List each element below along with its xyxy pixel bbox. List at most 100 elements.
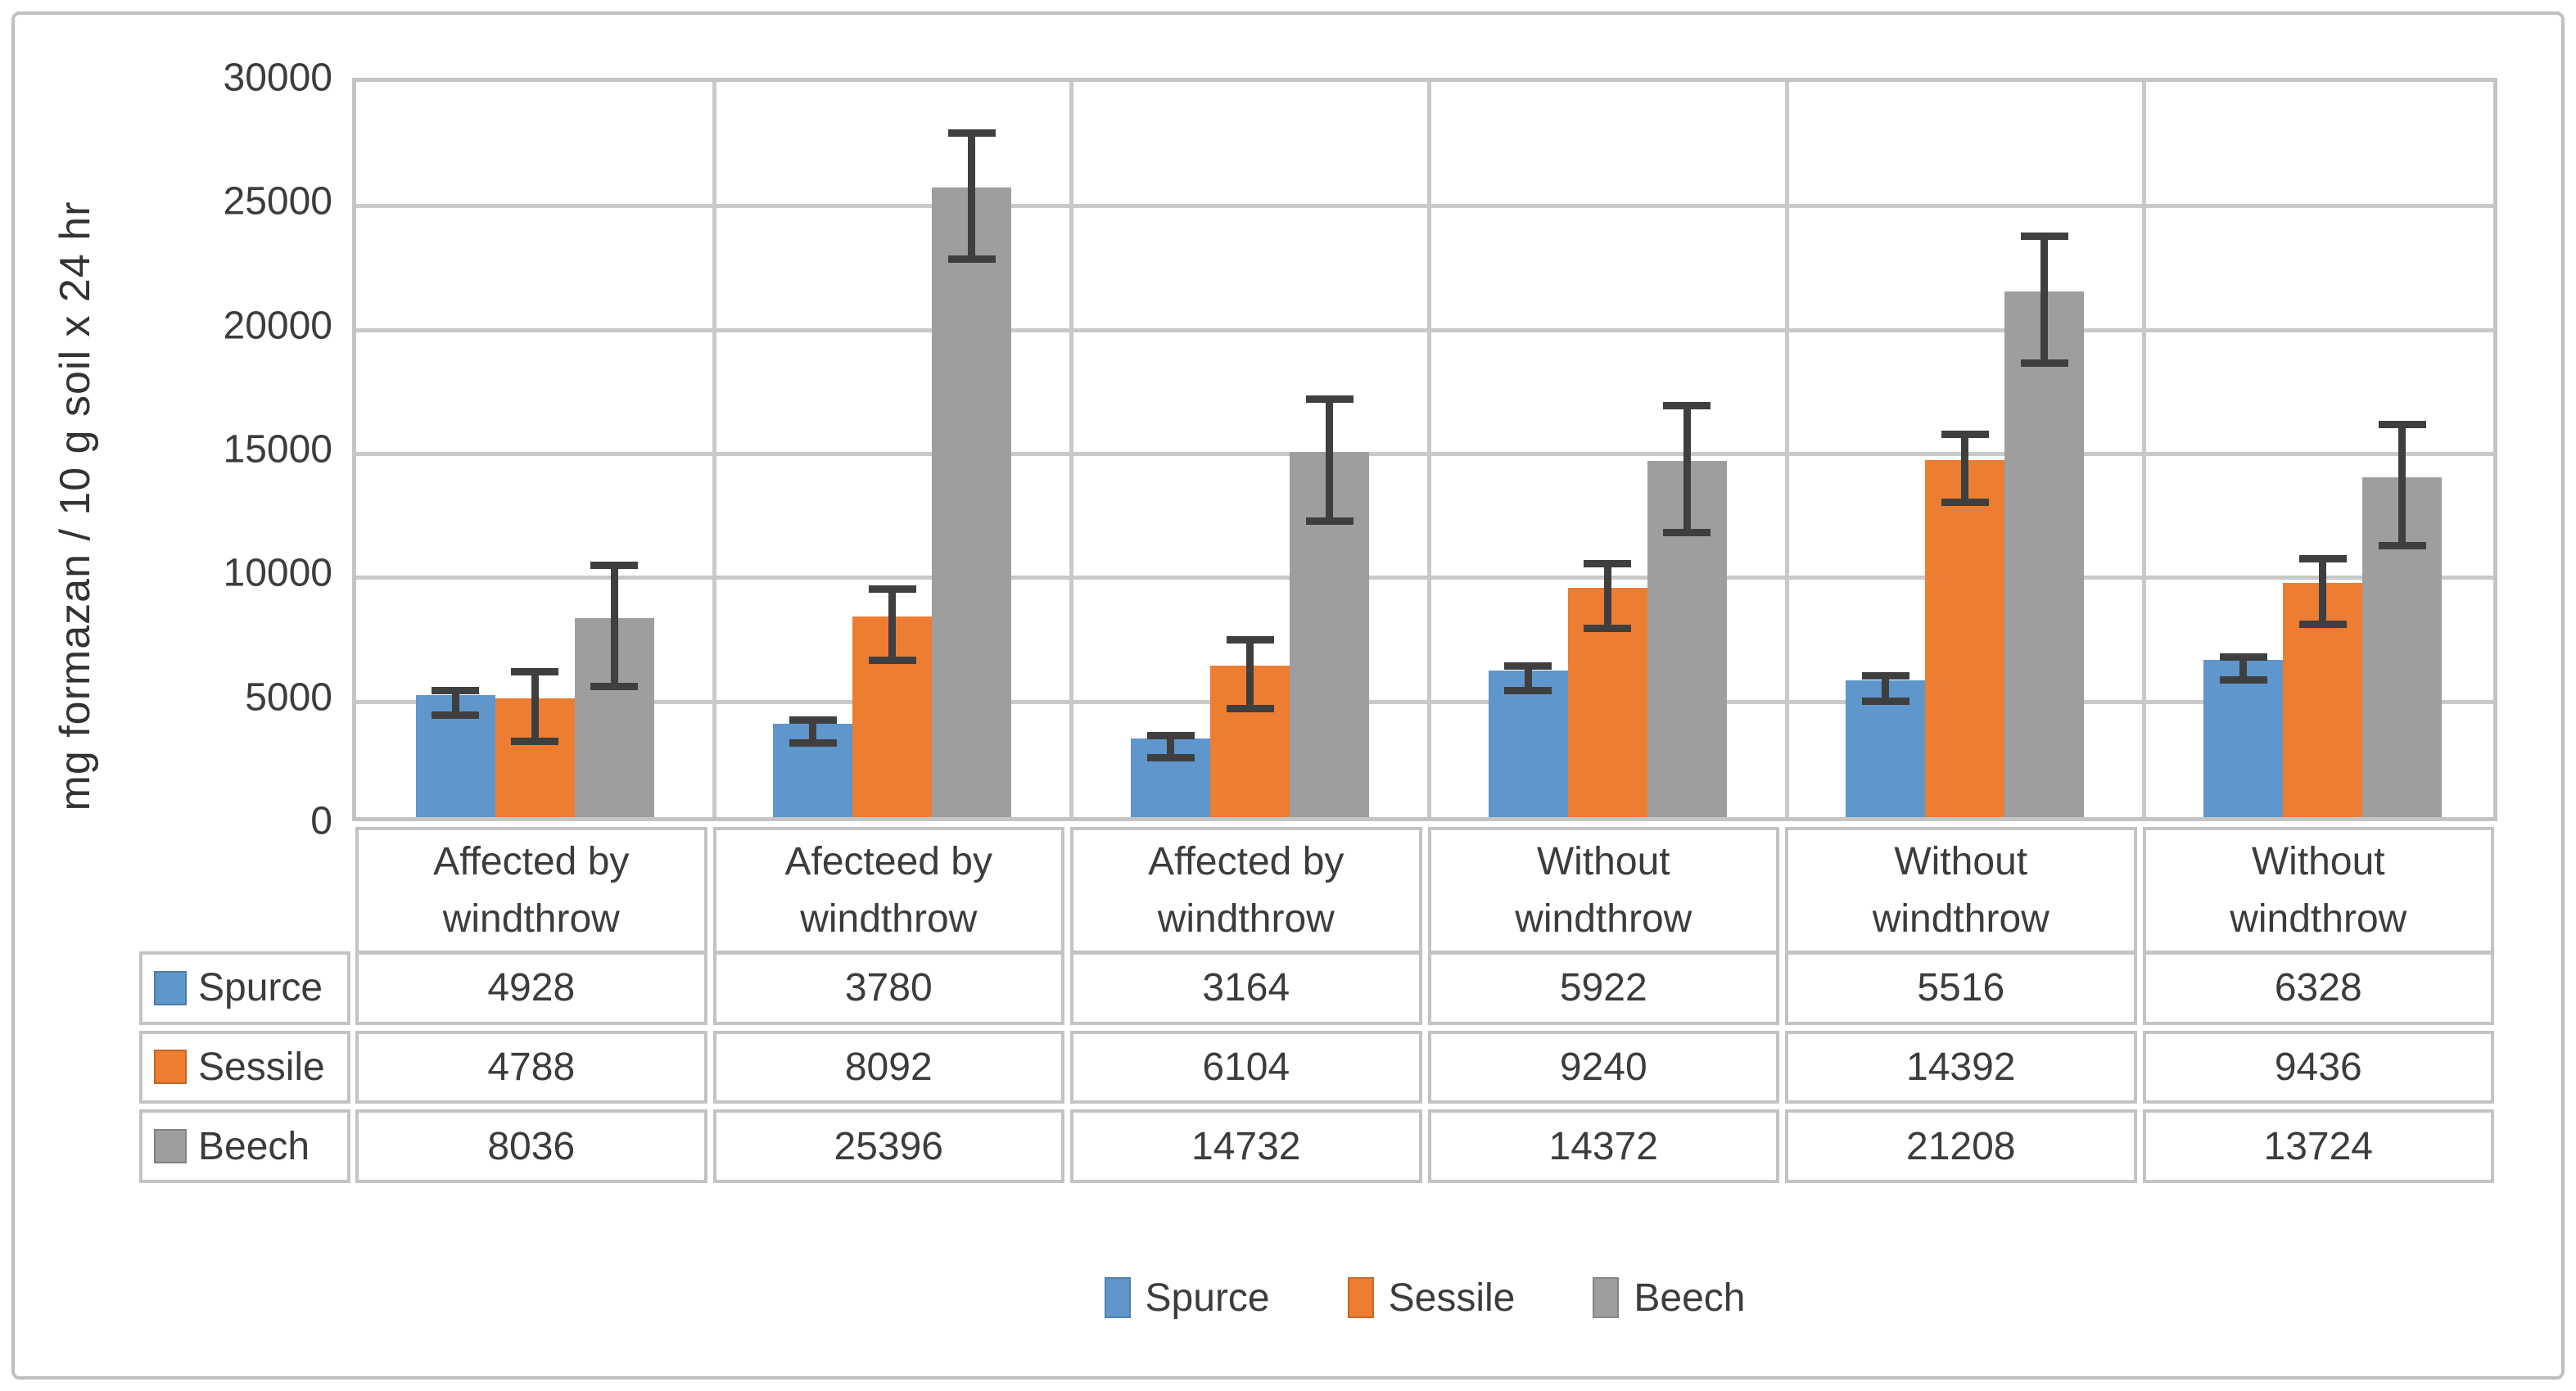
table-value-cell: 6328 xyxy=(2142,951,2494,1025)
error-bar-cap xyxy=(1584,625,1632,633)
error-bar-cap xyxy=(590,562,639,570)
error-bar-cap xyxy=(511,737,559,745)
error-bar-line xyxy=(2398,424,2407,546)
y-tick-label: 0 xyxy=(310,799,332,843)
legend-item-spurce: Spurce xyxy=(1104,1276,1270,1321)
error-bar-line xyxy=(2040,236,2049,364)
error-bar-cap xyxy=(511,668,559,676)
error-bar-cap xyxy=(1305,395,1354,404)
bar-spurce xyxy=(1488,670,1568,817)
category-label-cell: Without windthrow xyxy=(1427,827,1779,955)
error-bar-line xyxy=(1246,639,1254,708)
bar-slot xyxy=(574,82,654,817)
bar-slot xyxy=(2362,82,2443,817)
table-value-cell: 21208 xyxy=(1785,1109,2137,1183)
error-bar-line xyxy=(1167,735,1175,758)
vertical-gridline xyxy=(1427,82,1431,817)
series-name-label: Beech xyxy=(198,1124,310,1168)
error-bar-line xyxy=(610,565,618,687)
bar-group xyxy=(2144,82,2501,817)
table-value-cell: 14732 xyxy=(1070,1109,1422,1183)
table-value-cell: 8092 xyxy=(712,1030,1064,1104)
table-value-cell: 3164 xyxy=(1070,951,1422,1025)
error-bar-cap xyxy=(590,683,639,691)
bar-slot xyxy=(1290,82,1370,817)
table-value-cell: 3780 xyxy=(712,951,1064,1025)
horizontal-gridline xyxy=(356,699,2493,704)
table-value-cell: 5922 xyxy=(1427,951,1779,1025)
error-bar-line xyxy=(1882,675,1890,702)
error-bar-cap xyxy=(789,716,837,725)
vertical-gridline xyxy=(1069,82,1074,817)
y-tick-label: 5000 xyxy=(245,675,332,720)
bar-slot xyxy=(852,82,933,817)
bar-slot xyxy=(1131,82,1211,817)
error-bar-cap xyxy=(432,687,480,695)
error-bar-cap xyxy=(1861,672,1909,680)
plot-area xyxy=(352,78,2497,821)
y-tick-label: 20000 xyxy=(223,304,332,348)
y-axis-title: mg formazan / 10 g soil x 24 hr xyxy=(52,201,99,811)
series-name-label: Spurce xyxy=(198,966,323,1010)
error-bar-line xyxy=(2319,558,2327,625)
data-table-cells: 4928 3780 3164 5922 5516 6328 4788 8092 6104 9240… xyxy=(355,951,2494,1183)
category-label-cell: Affected by windthrow xyxy=(355,827,707,955)
error-bar-cap xyxy=(2378,542,2426,550)
bar-group xyxy=(1787,82,2144,817)
error-bar-line xyxy=(888,589,897,661)
category-label-cell: Without windthrow xyxy=(1785,827,2137,955)
error-bar-cap xyxy=(1663,528,1711,536)
series-swatch-sessile xyxy=(154,1050,187,1085)
error-bar-cap xyxy=(1146,732,1195,740)
error-bar-cap xyxy=(2219,675,2267,684)
error-bar-cap xyxy=(1226,704,1274,712)
error-bar-line xyxy=(1961,434,1969,503)
y-tick-label: 15000 xyxy=(223,427,332,472)
error-bar-cap xyxy=(868,656,916,664)
legend-swatch-sessile xyxy=(1347,1277,1374,1318)
error-bar-line xyxy=(1524,666,1532,691)
bar-spurce xyxy=(2203,660,2284,817)
error-bar-cap xyxy=(1941,499,1989,507)
error-bar-line xyxy=(451,690,459,716)
table-value-cell: 14392 xyxy=(1785,1030,2137,1104)
error-bar-cap xyxy=(1226,635,1274,644)
error-bar-line xyxy=(2239,657,2248,680)
error-bar-line xyxy=(1326,399,1334,522)
bar-slot xyxy=(773,82,853,817)
y-tick-label: 10000 xyxy=(223,551,332,595)
table-row-header-beech: Beech xyxy=(139,1109,350,1183)
category-label-cell: Afecteed by windthrow xyxy=(712,827,1064,955)
vertical-gridline xyxy=(1784,82,1789,817)
error-bar-cap xyxy=(1504,687,1552,695)
error-bar-cap xyxy=(947,129,996,137)
table-value-cell: 4928 xyxy=(355,951,707,1025)
error-bar-cap xyxy=(1861,697,1909,705)
table-value-cell: 25396 xyxy=(712,1109,1064,1183)
error-bar-line xyxy=(809,720,817,743)
error-bar-cap xyxy=(1584,560,1632,568)
category-label-cell: Affected by windthrow xyxy=(1070,827,1422,955)
legend-swatch-beech xyxy=(1593,1277,1620,1318)
series-name-label: Sessile xyxy=(198,1045,325,1089)
error-bar-cap xyxy=(432,711,480,720)
bar-slot xyxy=(932,82,1012,817)
y-tick-label: 25000 xyxy=(223,179,332,224)
legend: Spurce Sessile Beech xyxy=(352,1261,2497,1335)
error-bar-cap xyxy=(868,585,916,594)
table-row-header-spurce: Spurce xyxy=(139,951,350,1025)
error-bar-cap xyxy=(1504,662,1552,671)
error-bar-cap xyxy=(2298,620,2347,628)
series-swatch-spurce xyxy=(154,970,187,1005)
table-value-cell: 9240 xyxy=(1427,1030,1779,1104)
error-bar-cap xyxy=(2020,233,2068,241)
error-bar-cap xyxy=(1305,517,1354,525)
category-label-cell: Without windthrow xyxy=(2142,827,2494,955)
bar-beech xyxy=(2004,291,2085,817)
bar-slot xyxy=(1846,82,1926,817)
y-tick-label: 30000 xyxy=(223,56,332,100)
error-bar-cap xyxy=(2219,653,2267,662)
bar-slot xyxy=(1210,82,1290,817)
table-value-cell: 4788 xyxy=(355,1030,707,1104)
